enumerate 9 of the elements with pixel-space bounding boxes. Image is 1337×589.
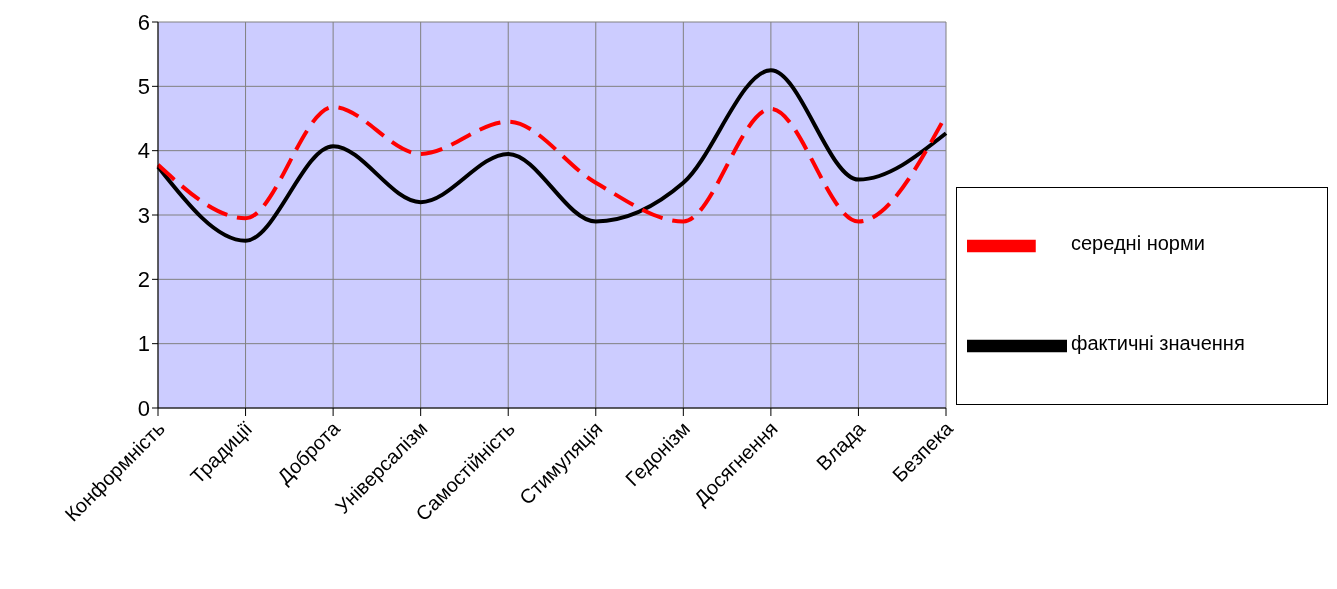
y-tick-label: 4 [137,138,150,164]
legend-label: середні норми [1071,231,1205,254]
y-tick-label: 6 [137,9,150,35]
y-tick-label: 2 [137,267,150,293]
y-tick-label: 3 [137,202,150,228]
y-tick-label: 0 [137,395,150,421]
y-tick-label: 1 [137,331,150,357]
legend-label: фактичні значення [1071,331,1245,354]
y-tick-label: 5 [137,74,150,100]
